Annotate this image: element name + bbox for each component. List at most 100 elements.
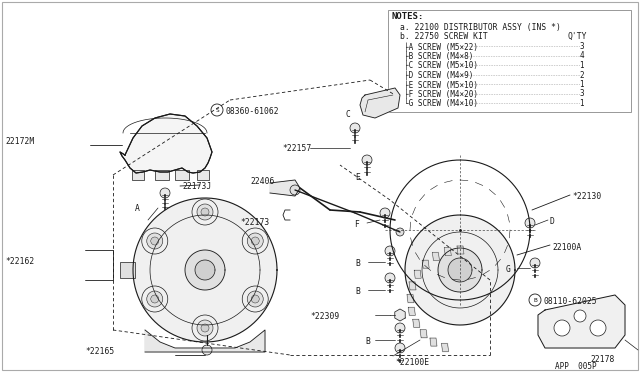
Polygon shape <box>360 88 400 118</box>
Circle shape <box>242 228 268 254</box>
Text: 4: 4 <box>579 51 584 61</box>
Text: 3: 3 <box>579 90 584 99</box>
Circle shape <box>396 228 404 236</box>
Circle shape <box>385 246 395 256</box>
Text: B: B <box>365 337 370 346</box>
Circle shape <box>192 315 218 341</box>
Polygon shape <box>407 295 414 302</box>
Circle shape <box>201 208 209 216</box>
Circle shape <box>574 310 586 322</box>
Polygon shape <box>185 250 225 290</box>
Text: *22100E: *22100E <box>395 358 429 367</box>
Text: 08110-62025: 08110-62025 <box>543 297 596 306</box>
Text: *22165: *22165 <box>85 347 115 356</box>
Text: ├A SCREW (M5×22): ├A SCREW (M5×22) <box>404 42 478 51</box>
Text: 22406: 22406 <box>250 177 275 186</box>
Circle shape <box>252 237 259 245</box>
Bar <box>132 170 144 180</box>
Circle shape <box>380 208 390 218</box>
Polygon shape <box>409 282 416 290</box>
Text: D: D <box>550 217 555 226</box>
Circle shape <box>362 155 372 165</box>
Circle shape <box>147 233 163 249</box>
Circle shape <box>252 295 259 303</box>
Text: └G SCREW (M4×10): └G SCREW (M4×10) <box>404 99 478 108</box>
Polygon shape <box>413 319 420 327</box>
Circle shape <box>202 345 212 355</box>
Polygon shape <box>133 198 277 342</box>
Text: A: A <box>135 204 140 213</box>
Polygon shape <box>442 344 449 352</box>
Bar <box>120 262 135 278</box>
Text: G: G <box>505 265 510 274</box>
Polygon shape <box>405 215 515 325</box>
Text: NOTES:: NOTES: <box>392 12 424 21</box>
Circle shape <box>247 291 263 307</box>
Text: 22100A: 22100A <box>552 243 581 252</box>
Circle shape <box>385 273 395 283</box>
Text: 1: 1 <box>579 80 584 89</box>
Polygon shape <box>120 114 212 173</box>
Circle shape <box>147 291 163 307</box>
Polygon shape <box>438 248 482 292</box>
Text: Q'TY: Q'TY <box>568 32 587 41</box>
Polygon shape <box>195 260 215 280</box>
Polygon shape <box>433 253 440 260</box>
Polygon shape <box>430 338 437 346</box>
Text: ├F SCREW (M4×20): ├F SCREW (M4×20) <box>404 90 478 99</box>
Circle shape <box>142 228 168 254</box>
Text: B: B <box>533 298 537 302</box>
Polygon shape <box>444 248 451 256</box>
Text: ├B SCREW (M4×8): ├B SCREW (M4×8) <box>404 51 474 61</box>
Circle shape <box>525 218 535 228</box>
Polygon shape <box>538 295 625 348</box>
Circle shape <box>590 320 606 336</box>
Polygon shape <box>457 246 464 254</box>
Text: 22172M: 22172M <box>5 138 35 147</box>
Text: 22173J: 22173J <box>182 182 211 191</box>
Circle shape <box>151 295 159 303</box>
Text: *22157: *22157 <box>282 144 311 153</box>
Text: 22178: 22178 <box>590 355 614 364</box>
Circle shape <box>530 258 540 268</box>
Polygon shape <box>448 258 472 282</box>
Text: a. 22100 DISTRIBUTOR ASSY (INS *): a. 22100 DISTRIBUTOR ASSY (INS *) <box>400 23 561 32</box>
Text: 08360-61062: 08360-61062 <box>225 107 278 116</box>
Text: APP  005P: APP 005P <box>555 362 596 371</box>
Polygon shape <box>420 330 427 338</box>
Circle shape <box>151 237 159 245</box>
Text: *22130: *22130 <box>572 192 601 201</box>
Circle shape <box>197 320 213 336</box>
Bar <box>197 170 209 180</box>
Text: 1: 1 <box>579 61 584 70</box>
Polygon shape <box>414 270 421 278</box>
Text: S: S <box>215 108 219 112</box>
Bar <box>155 170 169 180</box>
Text: B: B <box>355 287 360 296</box>
Circle shape <box>247 233 263 249</box>
Circle shape <box>192 199 218 225</box>
Circle shape <box>197 204 213 220</box>
Polygon shape <box>408 307 415 315</box>
Circle shape <box>290 185 300 195</box>
Text: ├E SCREW (M5×10): ├E SCREW (M5×10) <box>404 80 478 90</box>
Polygon shape <box>395 309 405 321</box>
Text: E: E <box>355 173 360 182</box>
Bar <box>388 10 631 112</box>
Circle shape <box>160 188 170 198</box>
Circle shape <box>350 123 360 133</box>
Polygon shape <box>270 180 300 196</box>
Text: *22173: *22173 <box>240 218 269 227</box>
Circle shape <box>395 323 405 333</box>
Text: ├C SCREW (M5×10): ├C SCREW (M5×10) <box>404 61 478 71</box>
Circle shape <box>242 286 268 312</box>
Polygon shape <box>422 260 429 268</box>
Text: 3: 3 <box>579 42 584 51</box>
Polygon shape <box>145 330 265 352</box>
Bar <box>175 170 189 180</box>
Text: C: C <box>345 110 350 119</box>
Text: *22309: *22309 <box>310 312 339 321</box>
Text: B: B <box>355 259 360 268</box>
Circle shape <box>395 343 405 353</box>
Text: 2: 2 <box>579 71 584 80</box>
